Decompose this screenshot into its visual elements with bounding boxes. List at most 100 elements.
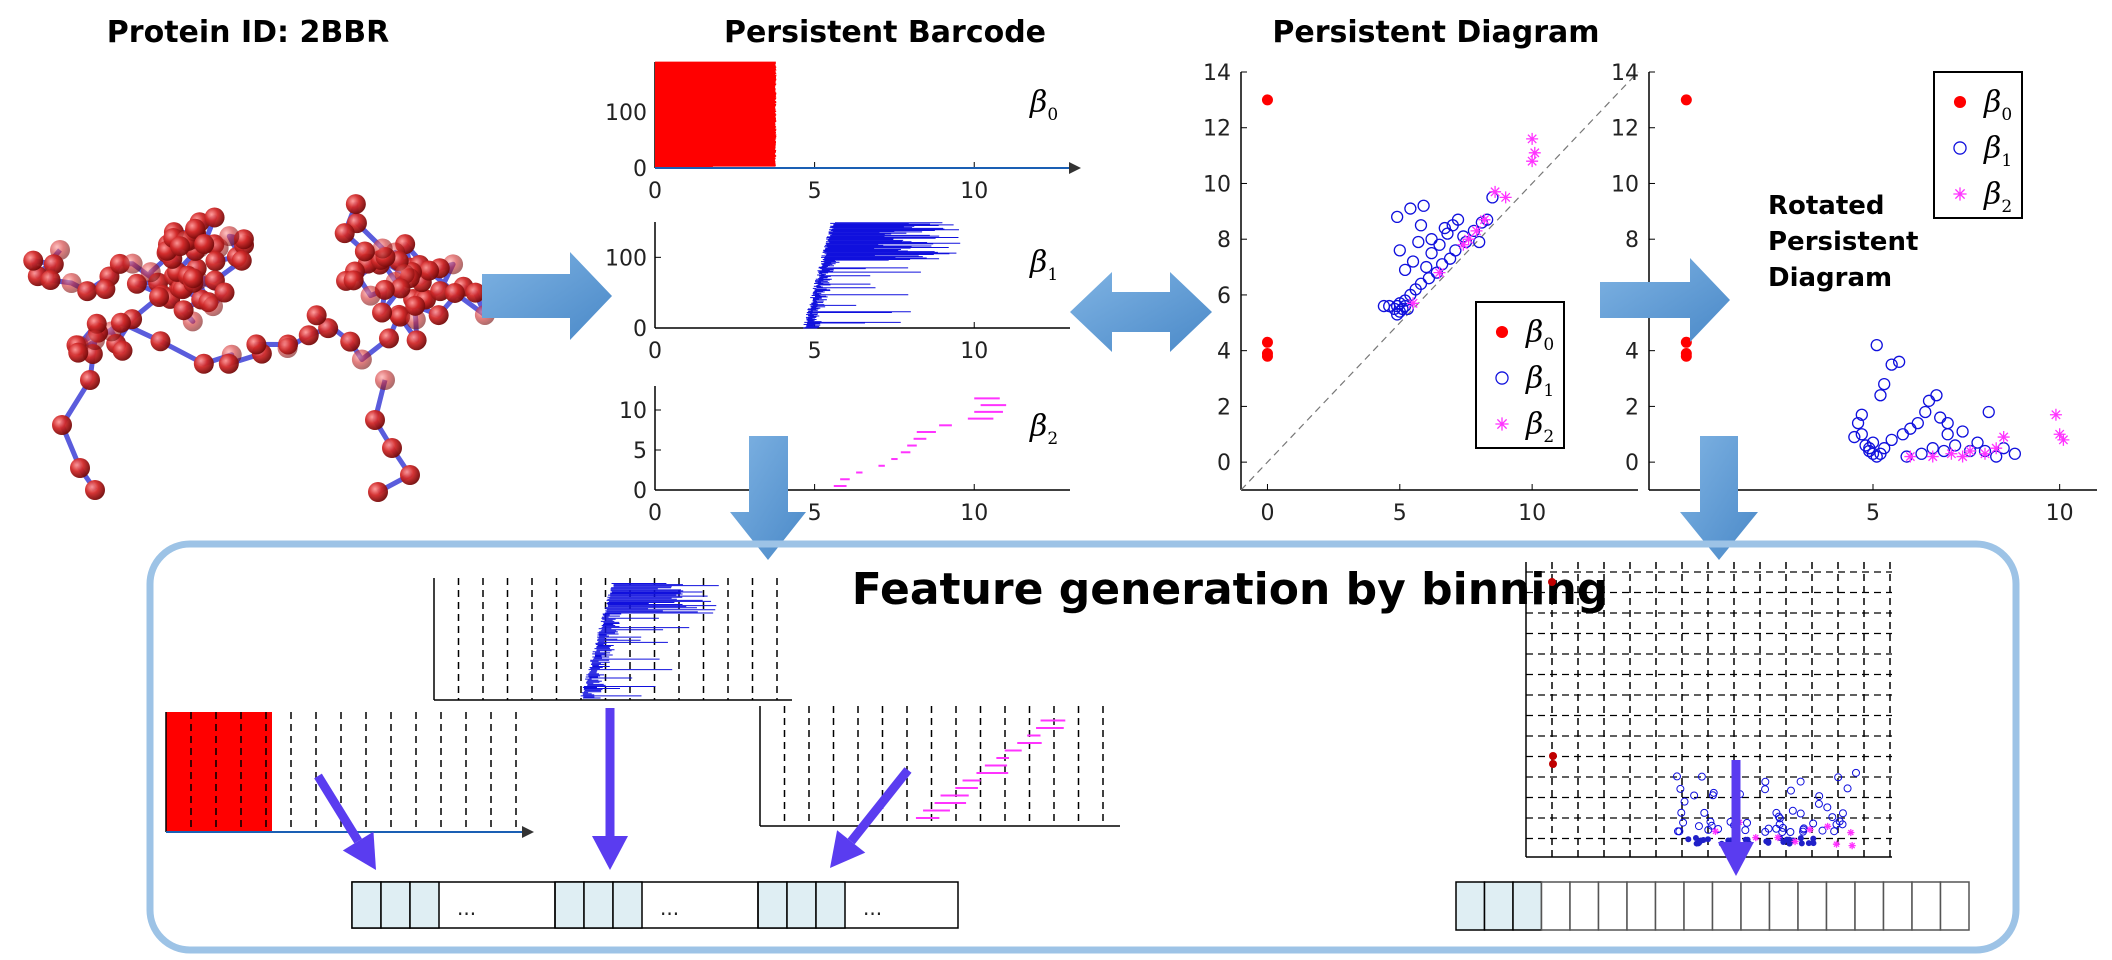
point-beta1 bbox=[1832, 820, 1841, 829]
protein-atom bbox=[85, 330, 105, 350]
point-beta1 bbox=[1679, 818, 1688, 827]
point-beta1 bbox=[1870, 338, 1883, 352]
point-beta1 bbox=[1885, 433, 1898, 446]
vector-cell bbox=[1455, 881, 1486, 931]
x-tick-label: 10 bbox=[960, 179, 988, 204]
y-tick-label: 4 bbox=[1217, 340, 1231, 365]
x-tick-label: 10 bbox=[960, 339, 988, 364]
point-beta1 bbox=[1982, 405, 1995, 419]
point-beta2 bbox=[1407, 297, 1420, 310]
protein-atom bbox=[419, 260, 440, 281]
point-beta1 bbox=[1778, 827, 1787, 836]
vector-cell bbox=[1483, 881, 1514, 931]
point-beta1 bbox=[1809, 819, 1818, 828]
protein-atom bbox=[112, 340, 133, 361]
y-tick-label: 0 bbox=[633, 479, 647, 504]
y-tick-label: 10 bbox=[1203, 172, 1231, 197]
point-beta2 bbox=[1953, 187, 1967, 201]
point-beta1 bbox=[1851, 768, 1860, 777]
point-beta1 bbox=[1495, 371, 1509, 385]
point-beta1 bbox=[1786, 827, 1795, 836]
protein-atom bbox=[465, 282, 486, 303]
y-tick-label: 6 bbox=[1217, 284, 1231, 309]
binned-barcode-beta1 bbox=[433, 578, 792, 701]
protein-atom bbox=[86, 313, 107, 334]
point-beta1 bbox=[1414, 219, 1428, 232]
point-beta1 bbox=[1788, 806, 1797, 815]
point-beta1 bbox=[1810, 840, 1817, 847]
point-beta2 bbox=[1964, 444, 1977, 457]
point-beta1 bbox=[1941, 428, 1954, 441]
protein-atom bbox=[95, 279, 116, 300]
vector-cell bbox=[1569, 881, 1600, 931]
point-beta2 bbox=[1997, 431, 2010, 444]
point-beta1 bbox=[1892, 355, 1906, 368]
point-beta1 bbox=[1417, 199, 1430, 212]
rotated-title-line3: Diagram bbox=[1768, 263, 1892, 293]
point-beta2 bbox=[1495, 417, 1509, 431]
x-tick-label: 0 bbox=[648, 179, 662, 204]
point-beta1 bbox=[1422, 272, 1436, 285]
series-label: β2 bbox=[1029, 409, 1058, 449]
point-beta1 bbox=[1700, 808, 1709, 817]
point-beta1 bbox=[1796, 777, 1805, 786]
point-beta1 bbox=[1786, 786, 1795, 795]
point-beta0 bbox=[1261, 94, 1273, 106]
arrow-rotated-down bbox=[1680, 436, 1758, 560]
x-tick-label: 0 bbox=[648, 339, 662, 364]
vector-cell bbox=[1512, 881, 1543, 931]
point-beta2 bbox=[1462, 233, 1475, 246]
x-tick-label: 10 bbox=[2046, 501, 2074, 526]
protein-atom bbox=[122, 253, 143, 274]
vector-cell bbox=[786, 881, 817, 929]
point-beta1 bbox=[1934, 411, 1947, 424]
protein-atom bbox=[231, 250, 252, 271]
point-beta1 bbox=[1676, 784, 1685, 793]
point-beta2 bbox=[1526, 132, 1539, 145]
arrow-head bbox=[830, 830, 866, 868]
x-tick-label: 0 bbox=[648, 501, 662, 526]
vector-cell bbox=[1939, 881, 1970, 931]
y-tick-label: 12 bbox=[1611, 117, 1639, 142]
vector-cell bbox=[815, 881, 846, 929]
point-beta1 bbox=[1823, 803, 1832, 812]
point-beta1 bbox=[1741, 826, 1750, 835]
arrow-shaft bbox=[847, 767, 912, 845]
point-beta1 bbox=[1818, 826, 1827, 835]
point-beta2 bbox=[1528, 146, 1541, 159]
point-beta1 bbox=[1930, 389, 1943, 402]
x-tick-label: 5 bbox=[808, 179, 822, 204]
protein-atom bbox=[194, 234, 215, 255]
protein-atom bbox=[218, 353, 239, 374]
protein-atom bbox=[140, 262, 161, 283]
feature-panel-border bbox=[146, 540, 2020, 954]
point-beta2 bbox=[1806, 825, 1814, 834]
point-beta1 bbox=[1761, 827, 1770, 836]
point-beta1 bbox=[1919, 405, 1932, 419]
legend-box bbox=[1475, 301, 1565, 449]
vector-cell bbox=[1683, 881, 1714, 931]
protein-title: Protein ID: 2BBR bbox=[107, 15, 389, 50]
x-tick-label: 5 bbox=[808, 501, 822, 526]
point-beta1 bbox=[1425, 246, 1438, 260]
arrow-head bbox=[592, 836, 628, 870]
protein-atom bbox=[298, 325, 319, 346]
protein-atom bbox=[77, 281, 98, 302]
point-beta1 bbox=[1922, 394, 1936, 407]
vector-cell bbox=[1797, 881, 1828, 931]
point-beta1 bbox=[1438, 221, 1451, 235]
point-beta1 bbox=[1473, 235, 1486, 249]
point-beta0 bbox=[1680, 336, 1692, 348]
point-beta2 bbox=[1990, 442, 2003, 455]
point-beta1 bbox=[1707, 821, 1716, 830]
point-beta1 bbox=[1761, 777, 1770, 786]
x-tick-label: 0 bbox=[1260, 501, 1274, 526]
point-beta0 bbox=[1261, 350, 1273, 362]
protein-atom bbox=[430, 281, 451, 302]
point-beta0 bbox=[1953, 95, 1967, 109]
point-beta1 bbox=[1953, 141, 1967, 155]
protein-atom bbox=[372, 238, 393, 259]
protein-atom bbox=[43, 254, 64, 275]
beta0-block bbox=[166, 712, 272, 832]
point-beta1 bbox=[1425, 233, 1438, 246]
